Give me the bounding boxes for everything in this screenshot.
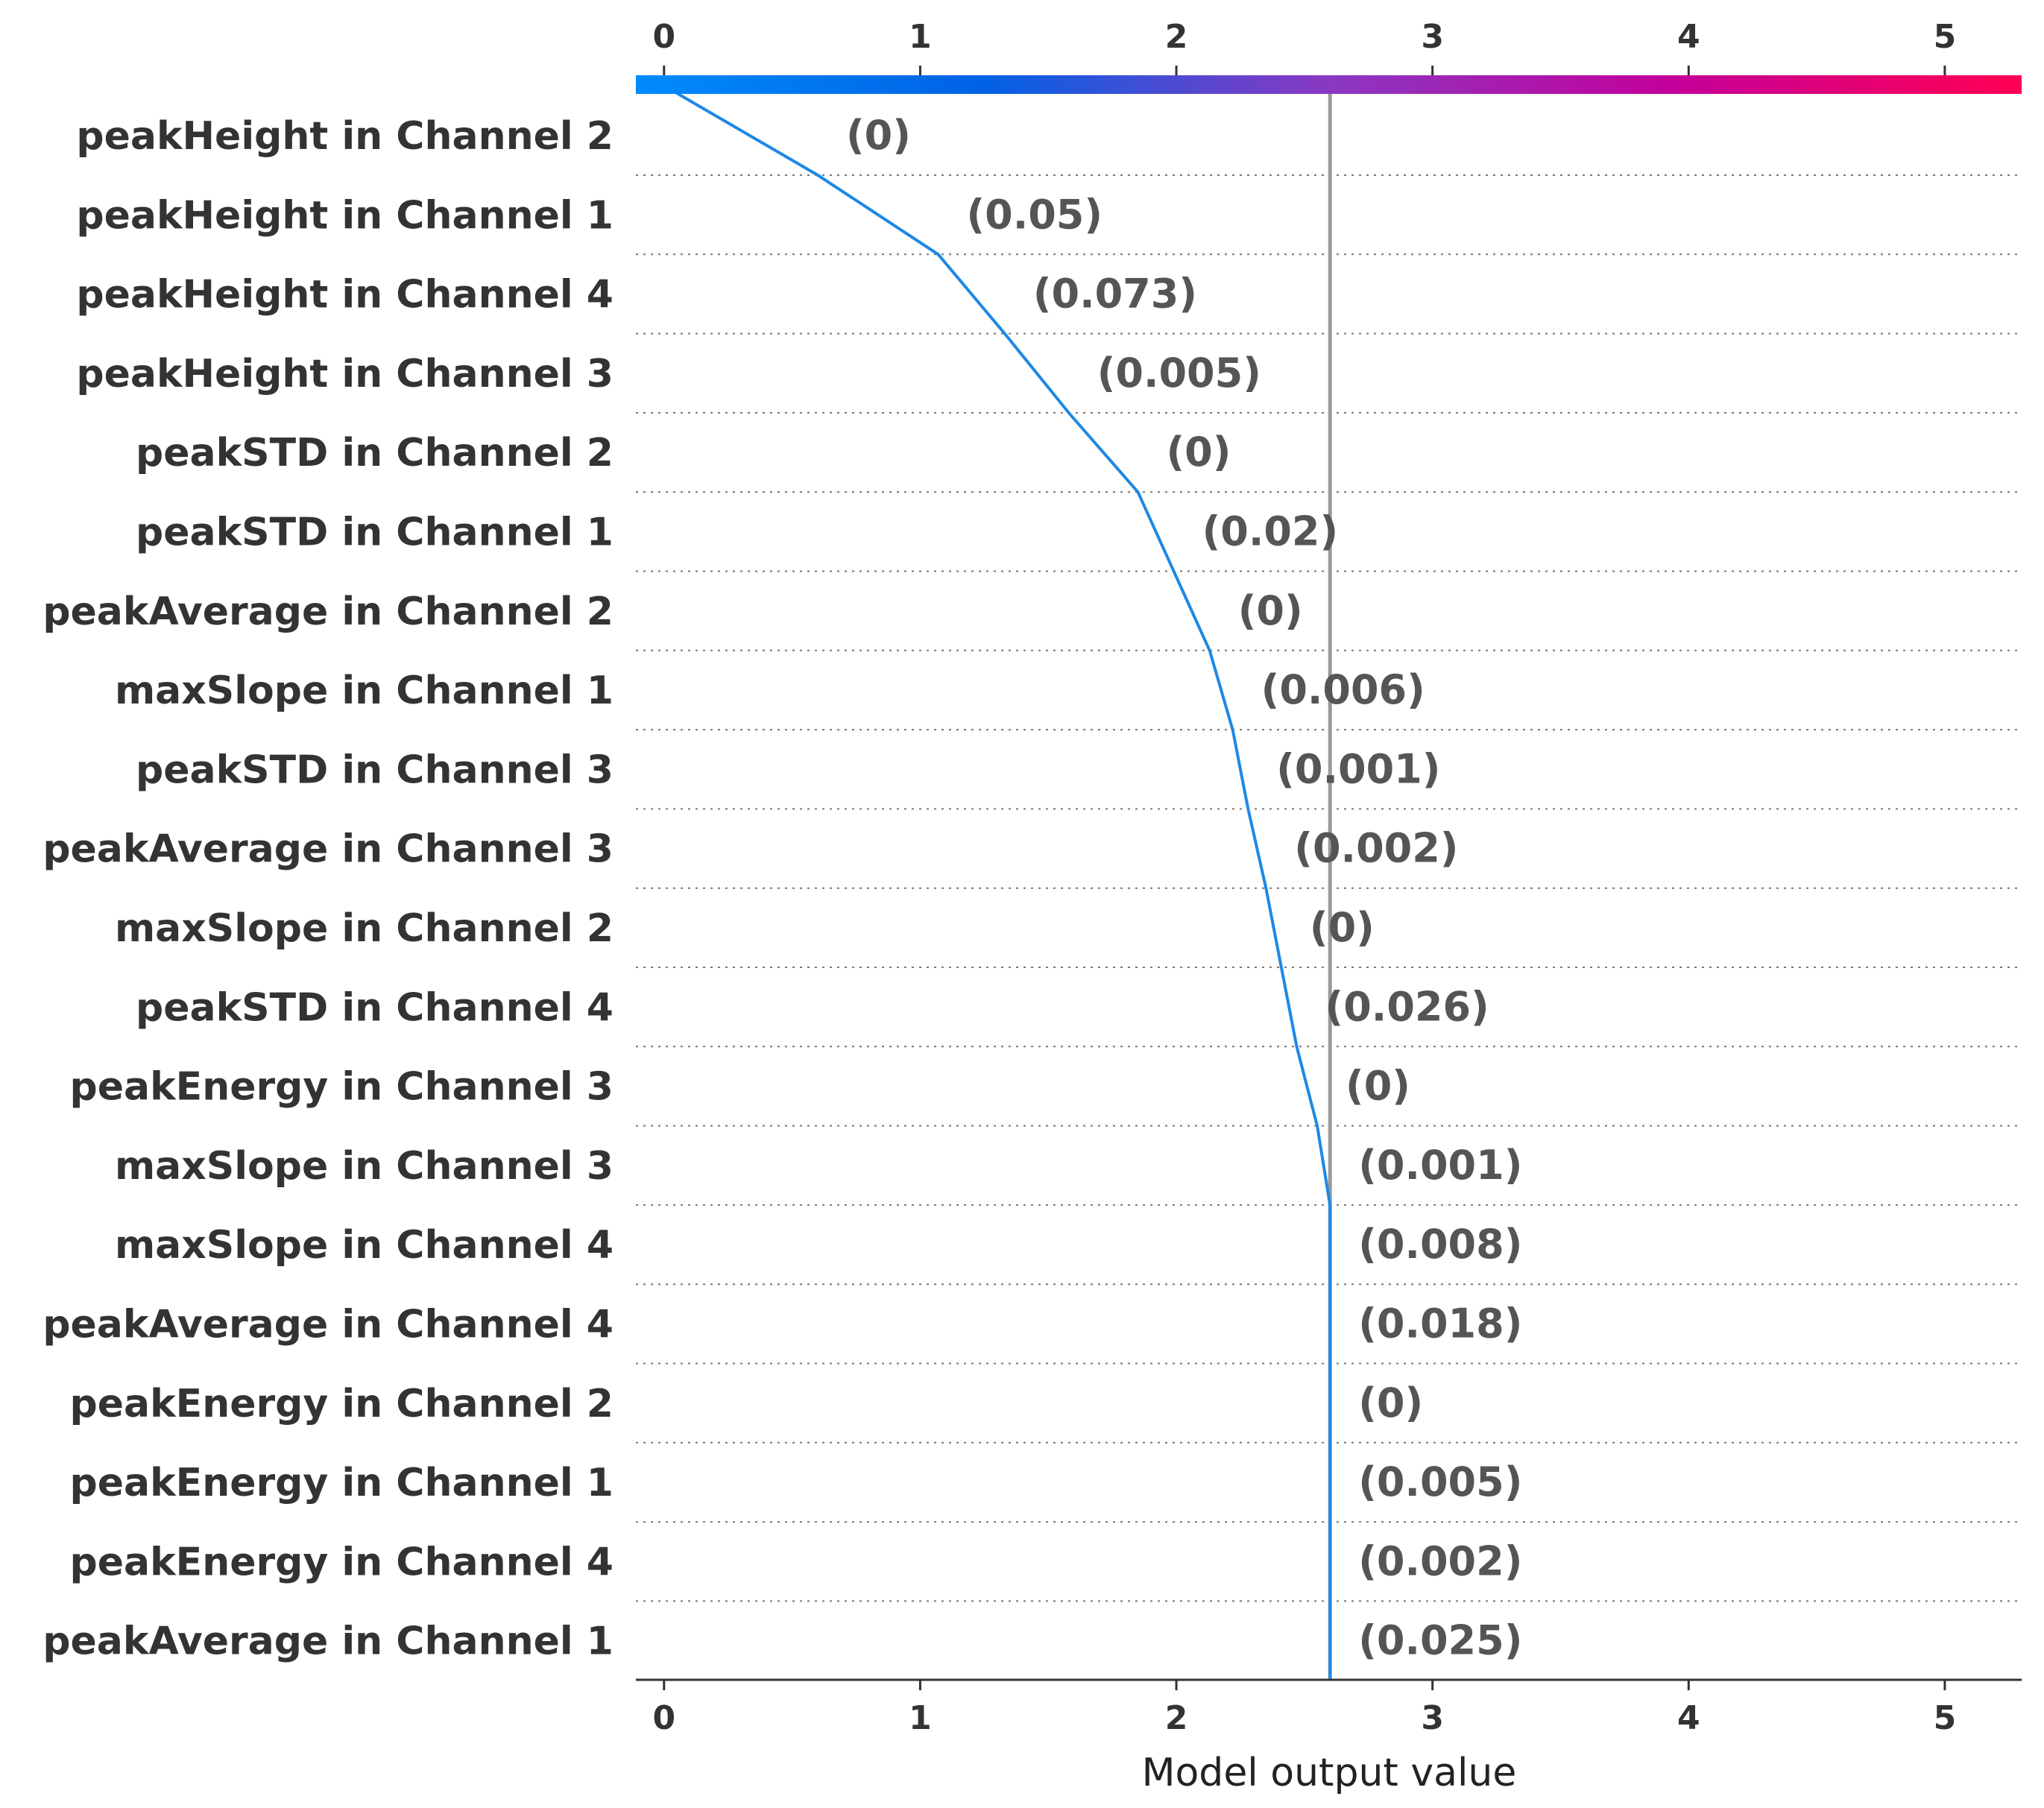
feature-value-label: (0)	[1346, 1063, 1410, 1110]
feature-label: peakAverage in Channel 2	[42, 590, 613, 634]
feature-value-label: (0)	[1238, 587, 1303, 634]
feature-value-label: (0.018)	[1358, 1300, 1522, 1347]
x-tick-label: 4	[1677, 1699, 1700, 1737]
colorbar	[636, 75, 2022, 94]
feature-label: peakAverage in Channel 3	[42, 827, 613, 872]
top-tick-label: 2	[1165, 18, 1188, 56]
x-tick-label: 0	[652, 1699, 675, 1737]
bottom-tick-labels: 0 1 2 3 4 5	[652, 1699, 1956, 1737]
x-axis-label: Model output value	[1142, 1751, 1517, 1795]
decision-path	[663, 84, 1332, 1680]
feature-value-label: (0.025)	[1358, 1617, 1522, 1664]
feature-value-label: (0.05)	[966, 191, 1103, 238]
feature-value-label: (0.008)	[1358, 1221, 1522, 1268]
feature-label: maxSlope in Channel 2	[115, 906, 613, 951]
feature-label: peakSTD in Channel 4	[136, 985, 613, 1030]
feature-label: maxSlope in Channel 4	[115, 1223, 613, 1268]
feature-label: peakEnergy in Channel 4	[70, 1540, 613, 1584]
feature-label: peakAverage in Channel 1	[42, 1619, 613, 1664]
feature-label: peakSTD in Channel 3	[136, 747, 613, 792]
x-axis	[636, 66, 2022, 1690]
feature-label: maxSlope in Channel 1	[115, 668, 613, 713]
decision-line	[663, 84, 1332, 1680]
feature-label: peakHeight in Channel 2	[76, 114, 613, 159]
feature-value-label: (0)	[1358, 1379, 1423, 1426]
feature-value-label: (0.02)	[1202, 508, 1339, 555]
top-tick-label: 3	[1421, 18, 1444, 56]
feature-value-label: (0.002)	[1358, 1537, 1522, 1584]
x-tick-label: 3	[1421, 1699, 1444, 1737]
feature-label: peakEnergy in Channel 2	[70, 1382, 613, 1426]
feature-value-label: (0.026)	[1325, 983, 1489, 1030]
feature-value-label: (0.005)	[1097, 350, 1261, 396]
feature-label: peakHeight in Channel 3	[76, 352, 613, 396]
feature-value-label: (0.006)	[1261, 666, 1425, 713]
feature-label: peakSTD in Channel 2	[136, 431, 613, 475]
top-tick-label: 1	[909, 18, 932, 56]
feature-value-label: (0)	[846, 112, 911, 159]
feature-value-label: (0)	[1167, 429, 1231, 475]
top-tick-label: 5	[1934, 18, 1957, 56]
top-tick-labels: 0 1 2 3 4 5	[652, 18, 1956, 56]
feature-labels: peakHeight in Channel 2 peakHeight in Cha…	[42, 114, 613, 1664]
feature-label: peakEnergy in Channel 1	[70, 1461, 613, 1505]
value-labels: (0) (0.05) (0.073) (0.005) (0) (0.02) (0) (0.00…	[846, 112, 1522, 1664]
x-tick-label: 2	[1165, 1699, 1188, 1737]
feature-value-label: (0.073)	[1033, 271, 1197, 317]
feature-label: peakHeight in Channel 1	[76, 193, 613, 238]
x-tick-label: 1	[909, 1699, 932, 1737]
feature-label: peakAverage in Channel 4	[42, 1303, 613, 1347]
top-tick-label: 4	[1677, 18, 1700, 56]
feature-value-label: (0)	[1310, 904, 1375, 951]
feature-value-label: (0.001)	[1276, 745, 1440, 792]
feature-label: peakSTD in Channel 1	[136, 511, 613, 555]
top-tick-label: 0	[652, 18, 675, 56]
colorbar-gradient	[636, 75, 2022, 94]
feature-label: peakEnergy in Channel 3	[70, 1065, 613, 1110]
feature-label: peakHeight in Channel 4	[76, 273, 613, 317]
feature-value-label: (0.001)	[1358, 1142, 1522, 1189]
x-tick-label: 5	[1934, 1699, 1957, 1737]
feature-value-label: (0.005)	[1358, 1458, 1522, 1505]
feature-value-label: (0.002)	[1294, 825, 1458, 872]
feature-label: maxSlope in Channel 3	[115, 1144, 613, 1189]
